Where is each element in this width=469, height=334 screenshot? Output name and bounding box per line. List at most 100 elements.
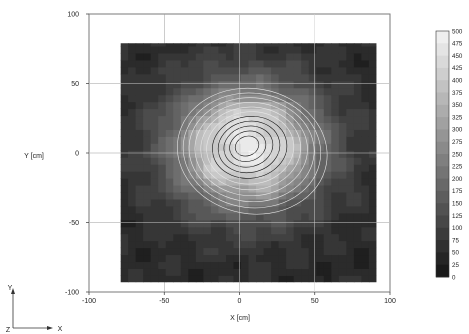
heatmap-cell xyxy=(353,268,363,276)
heatmap-cell xyxy=(225,178,235,186)
heatmap-cell xyxy=(286,184,295,193)
heatmap-cell xyxy=(248,240,257,249)
colorbar-tick-label: 500 xyxy=(452,28,463,35)
heatmap-cell xyxy=(225,66,235,75)
heatmap-cell xyxy=(210,43,220,47)
heatmap-cell xyxy=(143,129,152,137)
heatmap-cell xyxy=(368,66,377,75)
heatmap-cell xyxy=(286,191,295,200)
heatmap-cell xyxy=(338,164,347,172)
heatmap-cell xyxy=(271,212,280,221)
heatmap-cell xyxy=(256,254,265,263)
heatmap-cell xyxy=(338,52,347,61)
heatmap-cell xyxy=(278,80,287,89)
heatmap-cell xyxy=(361,198,370,207)
heatmap-cell xyxy=(120,59,129,68)
heatmap-cell xyxy=(165,184,174,193)
heatmap-cell xyxy=(323,66,332,75)
heatmap-cell xyxy=(293,73,302,82)
heatmap-cell xyxy=(143,247,152,256)
heatmap-cell xyxy=(271,73,280,82)
heatmap-cell xyxy=(150,52,159,61)
heatmap-cell xyxy=(308,275,317,283)
heatmap-cell xyxy=(263,45,272,54)
heatmap-cell xyxy=(135,59,144,68)
heatmap-cell xyxy=(241,268,250,276)
heatmap-cell xyxy=(368,136,377,144)
heatmap-cell xyxy=(293,59,302,68)
heatmap-cell xyxy=(346,108,355,117)
heatmap-cell xyxy=(150,247,159,256)
heatmap-cell xyxy=(256,87,265,96)
heatmap-cell xyxy=(256,45,265,54)
heatmap-cell xyxy=(188,254,197,263)
heatmap-cell xyxy=(150,191,159,200)
colorbar-tick-label: 475 xyxy=(452,41,463,48)
heatmap-cell xyxy=(135,247,144,256)
heatmap-cell xyxy=(338,240,347,249)
heatmap-cell xyxy=(233,101,242,110)
heatmap-cell xyxy=(368,129,377,137)
heatmap-cell xyxy=(361,261,370,269)
heatmap-cell xyxy=(308,108,317,117)
heatmap-cell xyxy=(353,73,363,82)
heatmap-cell xyxy=(301,150,310,158)
heatmap-cell xyxy=(233,205,242,214)
contour-line xyxy=(223,125,274,168)
heatmap-cell xyxy=(143,254,152,263)
heatmap-cell xyxy=(338,101,347,110)
heatmap-cell xyxy=(173,233,182,242)
heatmap-cell xyxy=(316,45,325,54)
heatmap-cell xyxy=(128,45,137,54)
heatmap-cell xyxy=(346,73,355,82)
heatmap-cell xyxy=(225,275,235,283)
heatmap-cell xyxy=(203,240,212,249)
heatmap-cell xyxy=(128,87,137,96)
heatmap-cell xyxy=(271,247,280,256)
heatmap-cell xyxy=(248,205,257,214)
heatmap-cell xyxy=(368,233,377,242)
heatmap-cell xyxy=(256,219,265,228)
heatmap-cell xyxy=(271,164,280,172)
heatmap-cell xyxy=(353,240,363,249)
heatmap-cell xyxy=(361,191,370,200)
heatmap-cell xyxy=(241,275,250,283)
heatmap-cell xyxy=(308,150,317,158)
heatmap-cell xyxy=(338,198,347,207)
heatmap-cell xyxy=(361,226,370,235)
heatmap-cell xyxy=(271,184,280,193)
heatmap-cell xyxy=(301,178,310,186)
heatmap-cell xyxy=(225,45,235,54)
heatmap-cell xyxy=(195,205,204,214)
heatmap-cell xyxy=(248,66,257,75)
heatmap-cell xyxy=(271,233,280,242)
heatmap-cell xyxy=(233,150,242,158)
heatmap-cell xyxy=(218,261,227,269)
grid-overlay xyxy=(89,14,390,292)
heatmap-cell xyxy=(210,66,220,75)
heatmap-cell xyxy=(188,108,197,117)
heatmap-cell xyxy=(301,66,310,75)
heatmap-cell xyxy=(241,59,250,68)
heatmap-cell xyxy=(338,254,347,263)
heatmap-cell xyxy=(368,115,377,124)
heatmap-cell xyxy=(143,268,152,276)
heatmap-cell xyxy=(218,164,227,172)
heatmap-cell xyxy=(331,80,340,89)
heatmap-cell xyxy=(203,191,212,200)
heatmap-cell xyxy=(338,171,347,179)
heatmap-cell xyxy=(143,122,152,130)
heatmap-cell xyxy=(271,226,280,235)
heatmap-cell xyxy=(286,80,295,89)
heatmap-cell xyxy=(188,157,197,165)
heatmap-cell xyxy=(241,171,250,179)
heatmap-cell xyxy=(195,212,204,221)
heatmap-cell xyxy=(135,198,144,207)
heatmap-cell xyxy=(316,150,325,158)
heatmap-cell xyxy=(346,129,355,137)
heatmap-cell xyxy=(338,247,347,256)
heatmap-cell xyxy=(346,261,355,269)
heatmap-cell xyxy=(135,94,144,103)
heatmap-cell xyxy=(353,219,363,228)
heatmap-cell xyxy=(158,184,167,193)
